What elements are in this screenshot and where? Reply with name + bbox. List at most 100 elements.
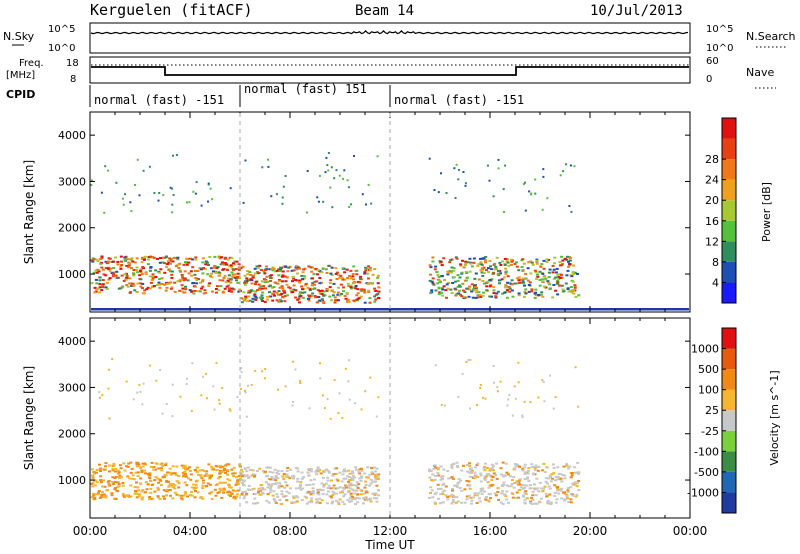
- power-echo-cell: [248, 299, 252, 302]
- velocity-echo-cell: [266, 486, 270, 489]
- velocity-echo-cell: [436, 483, 440, 486]
- power-echo-cell: [94, 278, 98, 281]
- power-echo-cell: [302, 268, 306, 271]
- power-echo-cell: [475, 289, 479, 292]
- velocity-echo-cell: [351, 472, 355, 475]
- velocity-echo-cell: [231, 472, 235, 475]
- velocity-echo-cell: [238, 477, 242, 480]
- velocity-echo-cell: [222, 469, 226, 472]
- power-echo-cell: [504, 270, 508, 273]
- velocity-echo-cell: [349, 500, 353, 503]
- velocity-echo-cell: [505, 471, 509, 474]
- power-echo-cell: [370, 202, 373, 205]
- power-echo-cell: [292, 284, 296, 287]
- power-echo-cell: [314, 268, 318, 271]
- velocity-echo-cell: [552, 472, 556, 475]
- power-echo-cell: [185, 263, 189, 266]
- velocity-echo-cell: [175, 465, 179, 468]
- power-echo-cell: [232, 268, 236, 271]
- velocity-echo-cell: [320, 499, 324, 502]
- velocity-echo-cell: [542, 487, 546, 490]
- velocity-echo-cell: [184, 475, 188, 478]
- velocity-echo-cell: [566, 497, 570, 500]
- power-echo-cell: [558, 261, 562, 264]
- velocity-echo-cell: [226, 478, 230, 481]
- power-echo-cell: [254, 280, 258, 283]
- velocity-echo-cell: [483, 462, 487, 465]
- velocity-echo-cell: [549, 480, 553, 483]
- velocity-echo-cell: [462, 464, 465, 467]
- power-echo-cell: [452, 267, 456, 270]
- power-echo-cell: [176, 258, 180, 261]
- velocity-echo-cell: [247, 475, 251, 478]
- velocity-echo-cell: [451, 489, 454, 492]
- power-echo-cell: [237, 268, 241, 271]
- velocity-echo-cell: [305, 496, 308, 499]
- velocity-echo-cell: [448, 495, 452, 498]
- velocity-echo-cell: [334, 499, 338, 502]
- velocity-echo-cell: [141, 496, 145, 499]
- power-echo-cell: [503, 286, 507, 289]
- colorbar-tick-label: 25: [705, 404, 719, 417]
- velocity-echo-cell: [139, 467, 143, 469]
- power-echo-cell: [310, 270, 314, 273]
- power-echo-cell: [464, 279, 468, 282]
- velocity-echo-cell: [346, 486, 350, 489]
- velocity-echo-cell: [573, 472, 577, 475]
- power-echo-cell: [356, 288, 360, 291]
- velocity-echo-cell: [222, 481, 226, 484]
- velocity-echo-cell: [218, 399, 221, 402]
- power-echo-cell: [227, 277, 231, 280]
- power-echo-cell: [96, 269, 100, 271]
- velocity-echo-cell: [263, 377, 266, 380]
- velocity-echo-cell: [186, 495, 189, 498]
- velocity-echo-cell: [200, 394, 203, 397]
- velocity-echo-cell: [104, 496, 108, 499]
- power-echo-cell: [336, 293, 340, 296]
- power-echo-cell: [487, 271, 490, 274]
- velocity-echo-cell: [318, 489, 322, 492]
- velocity-echo-cell: [556, 475, 560, 478]
- power-echo-cell: [577, 294, 581, 297]
- power-echo-cell: [524, 277, 528, 280]
- velocity-echo-cell: [165, 402, 168, 405]
- power-echo-cell: [316, 269, 320, 272]
- velocity-echo-cell: [113, 481, 117, 483]
- power-echo-cell: [428, 157, 431, 160]
- velocity-echo-cell: [321, 476, 325, 479]
- velocity-echo-cell: [148, 364, 151, 367]
- power-echo-cell: [524, 272, 527, 275]
- velocity-echo-cell: [136, 471, 140, 474]
- noise-left-tick-bottom: 10^0: [48, 43, 75, 54]
- velocity-echo-cell: [332, 473, 336, 476]
- velocity-echo-cell: [122, 494, 126, 497]
- colorbar-tick-label: 1000: [691, 343, 719, 356]
- velocity-echo-cell: [98, 467, 102, 470]
- power-echo-cell: [526, 279, 530, 282]
- velocity-echo-cell: [450, 476, 454, 479]
- power-echo-cell: [169, 262, 172, 265]
- velocity-echo-cell: [437, 466, 440, 469]
- power-echo-cell: [115, 181, 118, 184]
- velocity-echo-cell: [226, 470, 230, 473]
- power-echo-cell: [329, 279, 333, 282]
- power-echo-cell: [289, 289, 293, 292]
- velocity-echo-cell: [263, 471, 267, 474]
- power-echo-cell: [157, 199, 160, 202]
- power-echo-cell: [322, 294, 326, 297]
- power-echo-cell: [492, 272, 495, 275]
- power-echo-cell: [165, 286, 169, 289]
- power-echo-cell: [342, 290, 345, 293]
- velocity-echo-cell: [246, 488, 250, 491]
- velocity-echo-cell: [315, 501, 319, 504]
- velocity-echo-cell: [481, 396, 484, 399]
- power-echo-cell: [135, 257, 139, 260]
- power-echo-cell: [541, 295, 545, 298]
- time-axis-labels: 00:00 04:00 08:00 12:00 16:00 20:00 00:00: [73, 524, 708, 538]
- velocity-echo-cell: [549, 374, 552, 377]
- power-echo-cell: [432, 283, 436, 286]
- power-echo-cell: [488, 295, 492, 298]
- velocity-echo-cell: [444, 404, 446, 407]
- power-echo-cell: [217, 271, 221, 274]
- power-echo-cell: [136, 158, 139, 161]
